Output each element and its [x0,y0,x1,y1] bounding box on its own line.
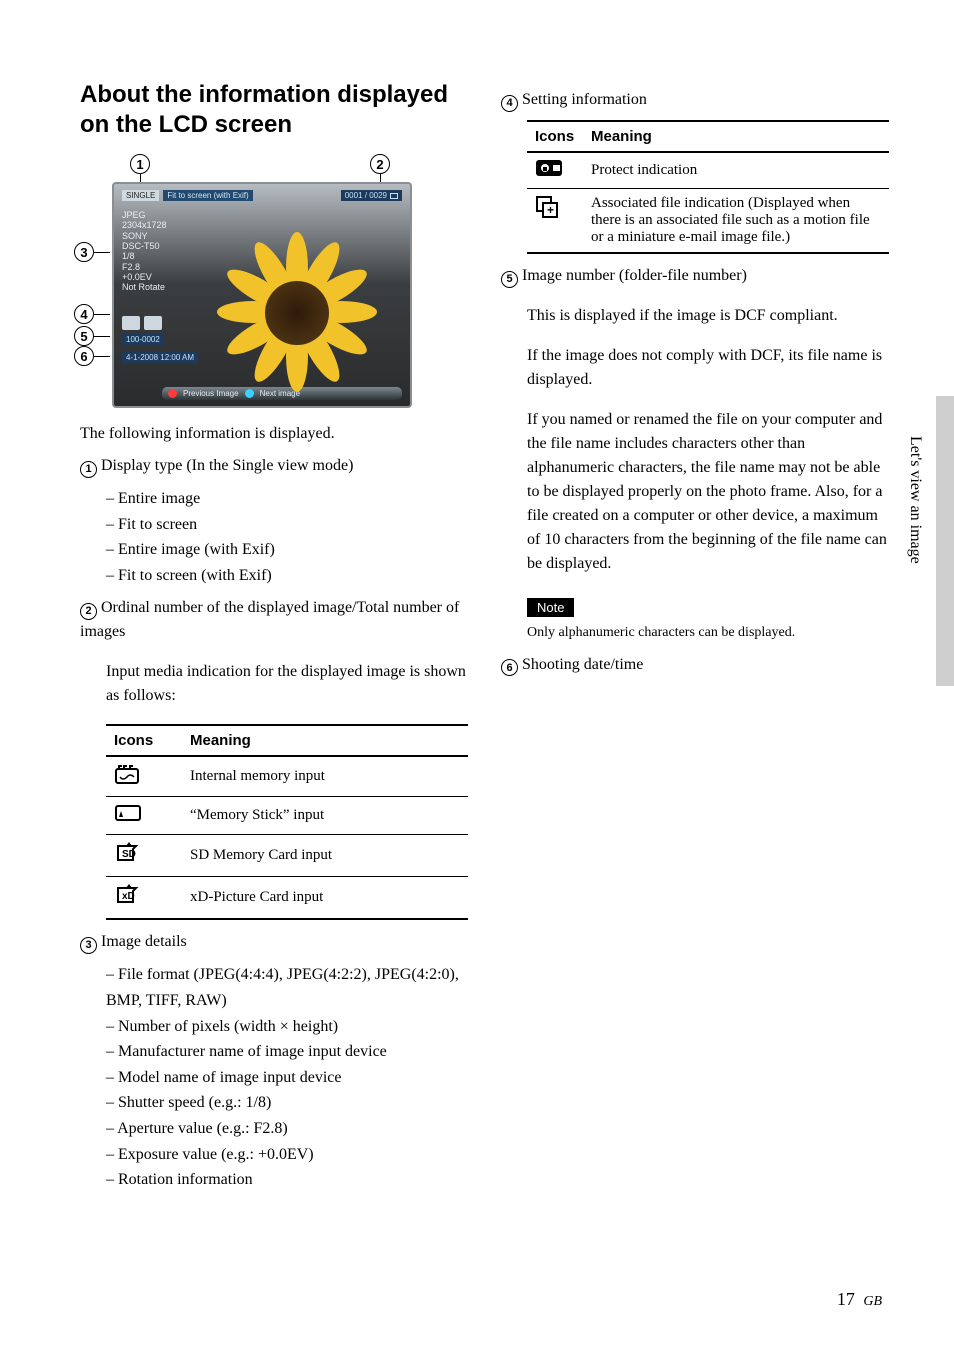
num-4-icon: 4 [501,95,518,112]
table-row: Internal memory input [106,756,468,797]
memorystick-icon [114,803,142,823]
item-3-list: File format (JPEG(4:4:4), JPEG(4:2:2), J… [106,962,473,1192]
list-item: Aperture value (e.g.: F2.8) [106,1116,473,1142]
callout-5: 5 [74,326,94,346]
prev-dot-icon [168,389,177,398]
internal-memory-icon [114,763,140,785]
item-3: 3Image details [80,930,473,954]
num-2-icon: 2 [80,603,97,620]
list-item: Fit to screen (with Exif) [106,563,473,589]
table-row: SD SD Memory Card input [106,835,468,877]
table-header-icons: Icons [106,725,182,756]
setting-info-table: Icons Meaning Protect indication + Assoc… [527,120,889,254]
item-5-p2: If the image does not comply with DCF, i… [527,344,894,392]
lcd-screenshot-figure: 1 2 3 4 5 6 SINGLE Fit to screen (with E… [98,158,473,408]
num-5-icon: 5 [501,271,518,288]
num-3-icon: 3 [80,937,97,954]
list-item: Entire image [106,486,473,512]
xd-card-icon: xD [114,883,157,907]
svg-text:+: + [547,203,554,217]
sd-card-icon: SD [114,841,158,865]
item-6: 6Shooting date/time [501,653,894,677]
sunflower-graphic [222,238,372,388]
page-footer: 17 GB [837,1289,882,1310]
num-6-icon: 6 [501,659,518,676]
item-4: 4Setting information [501,88,894,112]
screen-chip-mode: Fit to screen (with Exif) [163,190,252,201]
item-5: 5Image number (folder-file number) [501,264,894,288]
list-item: File format (JPEG(4:4:4), JPEG(4:2:2), J… [106,962,473,1013]
section-heading: About the information displayed on the L… [80,80,473,140]
list-item: Shutter speed (e.g.: 1/8) [106,1090,473,1116]
next-dot-icon [245,389,254,398]
table-header-icons: Icons [527,121,583,152]
screen-chip-single: SINGLE [122,190,159,201]
screen-badges [122,316,162,330]
list-item: Fit to screen [106,512,473,538]
input-media-table: Icons Meaning Internal memory input “Mem… [106,724,468,920]
callout-2: 2 [370,154,390,174]
screen-nav-hint: Previous Image Next image [162,387,402,400]
side-tab-text: Let's view an image [906,436,924,564]
page-gb: GB [863,1294,882,1309]
list-item: Manufacturer name of image input device [106,1039,473,1065]
table-header-meaning: Meaning [583,121,889,152]
table-row: xD xD-Picture Card input [106,877,468,920]
item-2-sub: Input media indication for the displayed… [106,660,473,708]
callout-3: 3 [74,242,94,262]
screen-image-number: 100-0002 [122,334,164,345]
callout-1: 1 [130,154,150,174]
table-header-meaning: Meaning [182,725,468,756]
screen-datetime: 4-1-2008 12:00 AM [122,352,198,363]
table-row: Protect indication [527,152,889,189]
page-number: 17 [837,1289,855,1309]
callout-6: 6 [74,346,94,366]
num-1-icon: 1 [80,461,97,478]
associated-file-icon: + [535,195,559,219]
table-row: “Memory Stick” input [106,797,468,835]
item-5-p3: If you named or renamed the file on your… [527,408,894,576]
note-text: Only alphanumeric characters can be disp… [527,623,894,643]
list-item: Number of pixels (width × height) [106,1014,473,1040]
note-badge: Note [527,598,574,617]
table-row: + Associated file indication (Displayed … [527,189,889,254]
list-item: Model name of image input device [106,1065,473,1091]
protect-icon [535,159,563,177]
item-2: 2Ordinal number of the displayed image/T… [80,596,473,644]
item-1: 1Display type (In the Single view mode) [80,454,473,478]
intro-text: The following information is displayed. [80,422,473,446]
item-5-p1: This is displayed if the image is DCF co… [527,304,894,328]
list-item: Exposure value (e.g.: +0.0EV) [106,1142,473,1168]
list-item: Rotation information [106,1167,473,1193]
side-tab [936,396,954,686]
memorystick-mini-icon [390,193,398,199]
list-item: Entire image (with Exif) [106,537,473,563]
screen-exif: JPEG 2304x1728 SONY DSC-T50 1/8 F2.8 +0.… [122,210,167,293]
item-1-list: Entire image Fit to screen Entire image … [106,486,473,588]
screen-counter: 0001 / 0029 [341,190,402,201]
callout-4: 4 [74,304,94,324]
